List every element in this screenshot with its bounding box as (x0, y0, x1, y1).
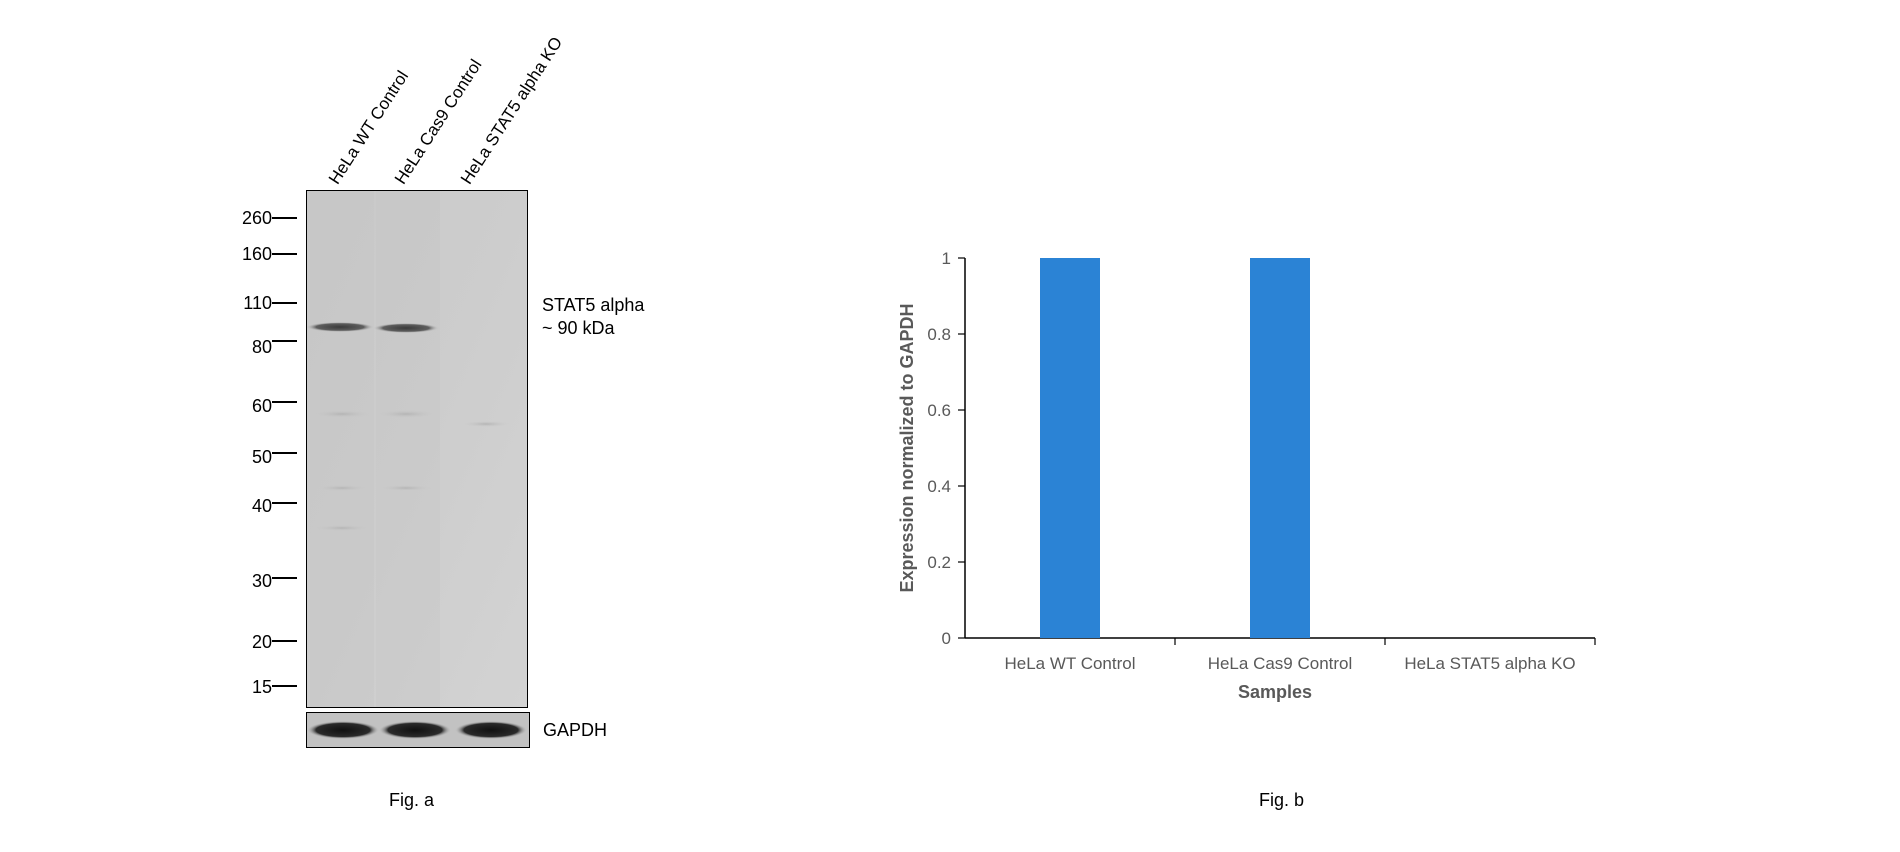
marker-tick (272, 253, 297, 255)
marker-tick (272, 502, 297, 504)
figure-a-caption: Fig. a (389, 790, 435, 810)
marker-label: 40 (251, 496, 272, 516)
marker-label: 20 (251, 632, 272, 652)
marker-tick (272, 302, 297, 304)
x-axis-title: Samples (1238, 682, 1312, 702)
y-tick-label: 0.6 (927, 401, 951, 420)
bar-2 (1250, 258, 1310, 638)
x-tick-label: HeLa Cas9 Control (1208, 654, 1353, 673)
gapdh-label: GAPDH (543, 720, 608, 740)
lane-label-ko: HeLa STAT5 alpha KO (456, 33, 567, 188)
marker-label: 30 (251, 571, 272, 591)
y-tick-label: 0.8 (927, 325, 951, 344)
marker-tick (272, 452, 297, 454)
marker-label: 160 (241, 244, 272, 264)
bar-chart: 0 0.2 0.4 0.6 0.8 1 HeLa WT Control HeLa Cas9 C… (897, 249, 1596, 702)
marker-label: 15 (251, 677, 272, 697)
x-tick-label: HeLa STAT5 alpha KO (1404, 654, 1575, 673)
western-blot-image (306, 190, 528, 708)
band-label: STAT5 alpha ~ 90 kDa (542, 294, 644, 341)
y-tick-label: 0 (942, 629, 951, 648)
marker-tick (272, 577, 297, 579)
marker-tick (272, 217, 297, 219)
band-label-line1: STAT5 alpha (542, 295, 645, 315)
figure-b-caption: Fig. b (1259, 790, 1305, 810)
marker-label: 80 (251, 337, 272, 357)
y-axis-title: Expression normalized to GAPDH (897, 303, 917, 592)
bar-1 (1040, 258, 1100, 638)
marker-tick (272, 685, 297, 687)
y-tick-label: 1 (942, 249, 951, 268)
marker-label: 260 (241, 208, 272, 228)
band-label-line2: ~ 90 kDa (542, 318, 615, 339)
y-tick-label: 0.4 (927, 477, 951, 496)
gapdh-blot-image (306, 712, 530, 748)
marker-tick (272, 640, 297, 642)
marker-label: 60 (251, 396, 272, 416)
marker-tick (272, 340, 297, 342)
band-cas9 (373, 323, 439, 333)
marker-tick (272, 401, 297, 403)
marker-label: 50 (251, 447, 272, 467)
x-tick-label: HeLa WT Control (1004, 654, 1135, 673)
band-wt (306, 322, 374, 332)
marker-label: 110 (243, 293, 272, 313)
y-tick-label: 0.2 (927, 553, 951, 572)
